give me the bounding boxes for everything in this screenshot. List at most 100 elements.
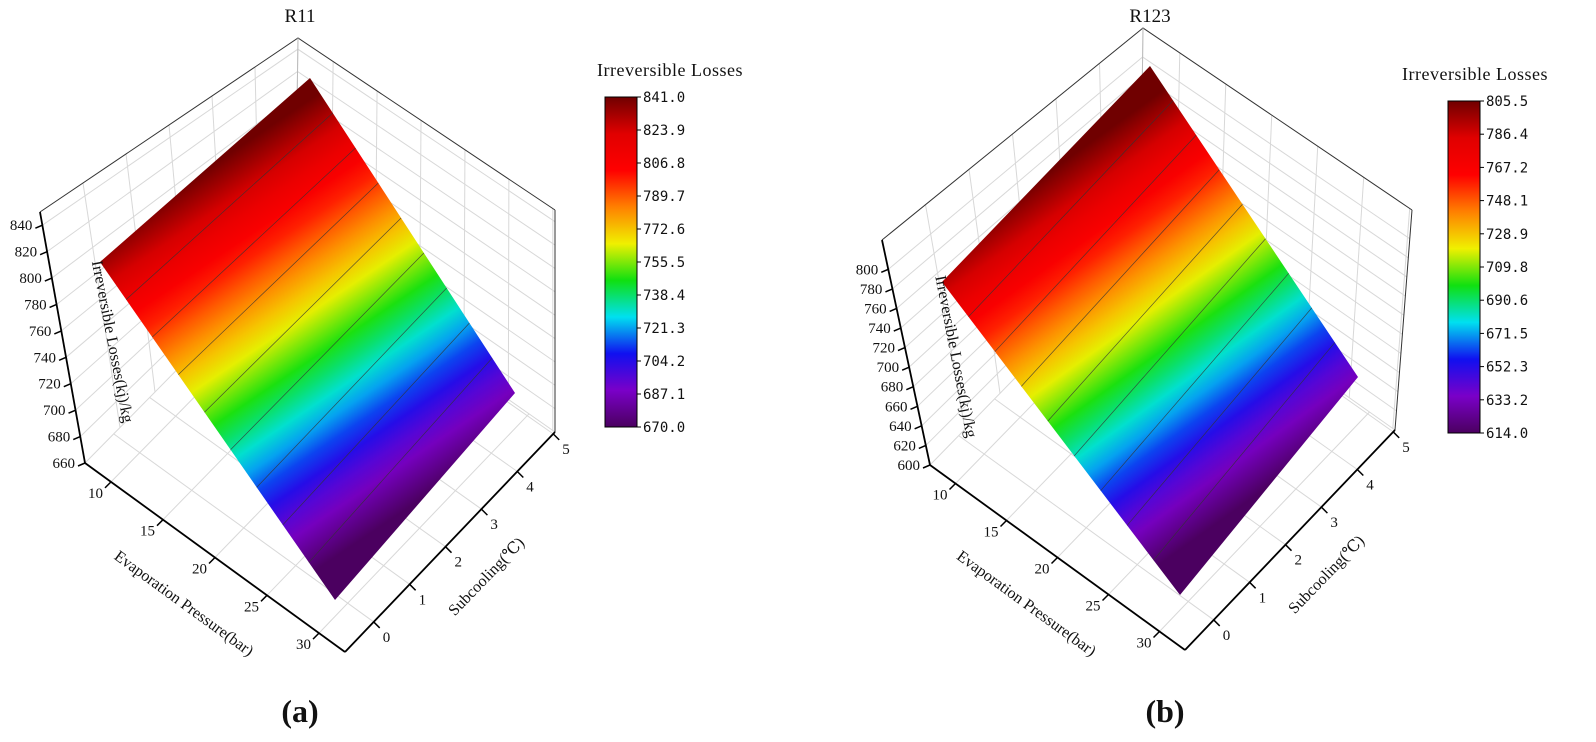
z-tick <box>889 307 897 313</box>
z-tick-label: 720 <box>38 377 61 393</box>
y-tick <box>552 433 560 441</box>
x-axis-label: Evaporation Pressure(bar) <box>953 548 1099 660</box>
colorbar-title: Irreversible Losses <box>597 60 743 80</box>
contour-line <box>178 182 379 375</box>
contour-line <box>282 322 470 526</box>
colorbar-label: 704.2 <box>643 354 685 370</box>
colorbar-bar <box>604 96 638 428</box>
colorbar-label: 671.5 <box>1486 326 1528 342</box>
y-axis-label: Subcooling(℃) <box>445 534 528 619</box>
z-tick <box>880 268 889 274</box>
contour-line <box>256 287 447 488</box>
colorbar-label: 687.1 <box>643 387 685 403</box>
colorbar-label: 789.7 <box>643 189 685 205</box>
colorbar-label: 709.8 <box>1486 260 1528 276</box>
z-tick-label: 840 <box>10 218 33 234</box>
grid-line-y <box>958 435 1215 621</box>
y-tick <box>1284 544 1293 552</box>
x-tick-label: 25 <box>244 599 259 615</box>
colorbar-label: 806.8 <box>643 156 685 172</box>
z-tick-label: 680 <box>881 380 904 396</box>
panel-R11: 6606807007207407607808008208401015202530… <box>10 6 743 729</box>
x-tick <box>312 632 320 640</box>
z-tick-label: 700 <box>43 403 66 419</box>
contour-line <box>308 357 493 563</box>
z-tick-label: 620 <box>893 438 916 454</box>
colorbar: 841.0 823.9 806.8 789.7 772.6 755.5 738.4 721.3… <box>597 60 743 436</box>
grid-line-x <box>318 413 530 634</box>
z-tick <box>897 346 906 352</box>
x-tick-label: 20 <box>192 562 207 578</box>
contour-line <box>1126 307 1313 526</box>
z-tick <box>44 277 53 282</box>
y-tick <box>1356 468 1364 477</box>
colorbar-label: 786.4 <box>1486 127 1528 143</box>
z-tick <box>914 425 922 430</box>
z-tick-label: 800 <box>856 262 879 278</box>
z-tick-label: 660 <box>53 456 76 472</box>
colorbar-label: 614.0 <box>1486 426 1528 442</box>
colorbar-label: 841.0 <box>643 90 685 106</box>
z-tick-label: 760 <box>864 301 887 317</box>
grid-line-y-wall <box>507 179 510 400</box>
chart-title: R123 <box>1129 6 1170 27</box>
surface <box>100 78 515 600</box>
z-tick <box>885 288 893 293</box>
x-tick-label: 15 <box>984 525 999 541</box>
box-right-edge <box>1394 209 1413 431</box>
y-tick <box>516 470 524 479</box>
x-tick <box>104 481 112 489</box>
z-tick <box>68 409 76 414</box>
y-tick-label: 5 <box>1402 440 1410 456</box>
z-tick <box>58 356 67 362</box>
contour-line <box>1100 273 1289 491</box>
z-tick-label: 740 <box>868 321 891 337</box>
y-tick <box>1213 619 1221 627</box>
x-tick <box>156 519 164 527</box>
y-tick <box>409 583 417 591</box>
x-tick-label: 25 <box>1086 599 1101 615</box>
colorbar-label: 721.3 <box>643 321 685 337</box>
z-tick <box>35 224 43 229</box>
z-tick-label: 680 <box>48 430 71 446</box>
x-tick <box>948 482 957 491</box>
y-tick-label: 2 <box>455 555 463 571</box>
colorbar-bar <box>1447 100 1481 434</box>
colorbar-label: 738.4 <box>643 288 685 304</box>
z-tick <box>893 327 902 332</box>
z-axis <box>881 239 931 466</box>
contour-line <box>1073 238 1266 457</box>
surface <box>942 66 1358 595</box>
z-tick-label: 700 <box>877 360 900 376</box>
z-axis <box>39 211 86 464</box>
z-tick <box>39 250 48 256</box>
colorbar-label: 652.3 <box>1486 360 1528 376</box>
x-tick-label: 30 <box>1137 636 1152 652</box>
colorbar: 805.5 786.4 767.2 748.1 728.9 709.8 690.6 671.5… <box>1402 64 1547 442</box>
z-tick-label: 660 <box>885 399 908 415</box>
y-axis <box>344 431 556 653</box>
y-tick <box>1249 581 1257 589</box>
z-tick <box>906 386 914 391</box>
colorbar-label: 767.2 <box>1486 160 1528 176</box>
colorbar-label: 772.6 <box>643 222 685 238</box>
grid-line-wall <box>925 204 966 430</box>
z-tick-label: 760 <box>29 324 52 340</box>
x-tick <box>1050 556 1059 565</box>
y-tick-label: 4 <box>1366 477 1374 493</box>
x-tick-label: 20 <box>1035 562 1050 578</box>
y-tick-label: 3 <box>490 517 498 533</box>
x-tick <box>208 556 216 565</box>
contour-line <box>230 252 425 451</box>
z-tick-label: 640 <box>889 419 912 435</box>
chart-title: R11 <box>285 6 316 27</box>
y-axis-label: Subcooling(℃) <box>1285 532 1368 617</box>
contour-line <box>125 112 334 300</box>
grid-line-wall <box>82 182 121 428</box>
x-tick <box>999 519 1008 528</box>
grid-line-y-wall <box>1392 208 1411 429</box>
z-tick <box>922 464 931 469</box>
x-tick <box>1101 593 1110 602</box>
z-tick <box>54 330 62 335</box>
